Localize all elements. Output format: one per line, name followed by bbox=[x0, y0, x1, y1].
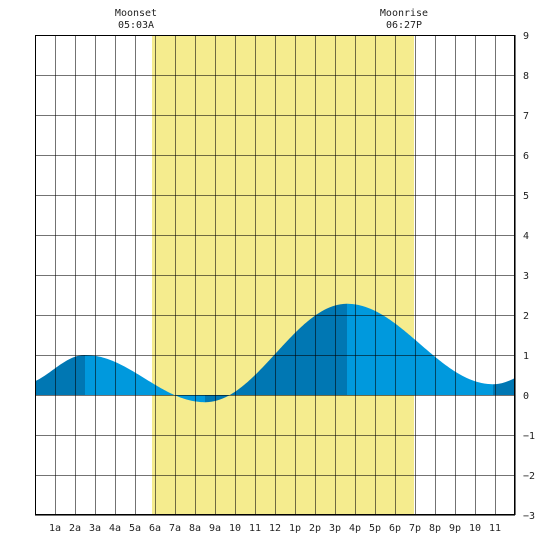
x-tick-label: 5a bbox=[129, 523, 141, 534]
x-tick-label: 1p bbox=[289, 523, 301, 534]
annotation-time: 05:03A bbox=[118, 20, 154, 31]
y-tick-label: −1 bbox=[523, 431, 535, 442]
annotation-label: Moonset bbox=[115, 8, 157, 19]
y-tick-label: 6 bbox=[523, 151, 529, 162]
x-tick-label: 4a bbox=[109, 523, 121, 534]
y-tick-label: 0 bbox=[523, 391, 529, 402]
x-tick-label: 6a bbox=[149, 523, 161, 534]
x-tick-label: 2p bbox=[309, 523, 321, 534]
y-tick-label: 9 bbox=[523, 31, 529, 42]
y-tick-label: 4 bbox=[523, 231, 529, 242]
x-tick-label: 7a bbox=[169, 523, 181, 534]
x-tick-label: 8a bbox=[189, 523, 201, 534]
x-tick-label: 11 bbox=[249, 523, 261, 534]
annotation-time: 06:27P bbox=[386, 20, 422, 31]
grid-layer bbox=[35, 35, 516, 516]
x-tick-label: 8p bbox=[429, 523, 441, 534]
y-tick-label: 8 bbox=[523, 71, 529, 82]
annotation-label: Moonrise bbox=[380, 8, 428, 19]
y-tick-label: 1 bbox=[523, 351, 529, 362]
x-tick-label: 4p bbox=[349, 523, 361, 534]
x-tick-label: 6p bbox=[389, 523, 401, 534]
x-tick-label: 7p bbox=[409, 523, 421, 534]
y-tick-label: 5 bbox=[523, 191, 529, 202]
y-tick-label: 3 bbox=[523, 271, 529, 282]
x-tick-label: 9p bbox=[449, 523, 461, 534]
x-tick-label: 2a bbox=[69, 523, 81, 534]
x-tick-labels: 1a 2a 3a 4a 5a 6a 7a 8a 9a 10 11 12 1p 2p 3p 4p 5p 6p 7p 8p… bbox=[49, 523, 501, 534]
y-tick-label: 7 bbox=[523, 111, 529, 122]
x-tick-label: 1a bbox=[49, 523, 61, 534]
tide-rising-area bbox=[35, 355, 85, 395]
y-tick-label: 2 bbox=[523, 311, 529, 322]
x-tick-label: 12 bbox=[269, 523, 281, 534]
x-tick-label: 5p bbox=[369, 523, 381, 534]
x-tick-label: 3p bbox=[329, 523, 341, 534]
x-tick-label: 3a bbox=[89, 523, 101, 534]
tide-rising-area bbox=[493, 377, 515, 395]
y-tick-label: −3 bbox=[523, 511, 535, 522]
x-tick-label: 10 bbox=[229, 523, 241, 534]
plot-border bbox=[35, 35, 515, 515]
tide-falling-area bbox=[347, 303, 493, 395]
x-tick-label: 10 bbox=[469, 523, 481, 534]
y-tick-label: −2 bbox=[523, 471, 535, 482]
y-tick-labels: −3 −2 −1 0 1 2 3 4 5 6 7 8 9 bbox=[523, 31, 535, 522]
x-tick-label: 11 bbox=[489, 523, 501, 534]
x-tick-label: 9a bbox=[209, 523, 221, 534]
